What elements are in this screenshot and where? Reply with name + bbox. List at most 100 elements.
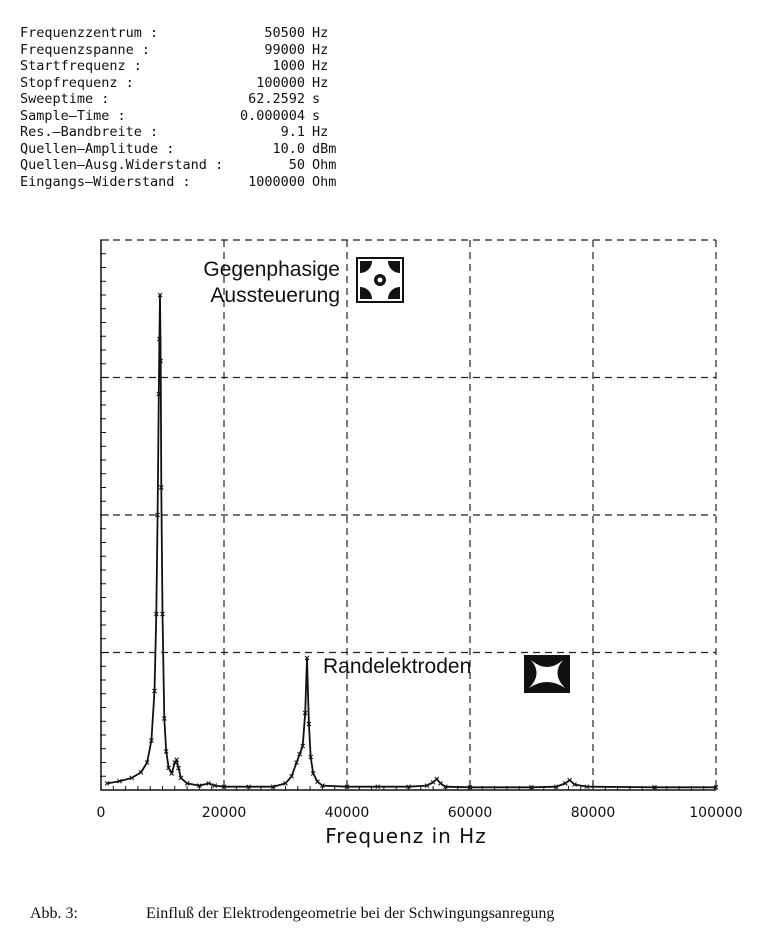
data-point-stroke — [138, 770, 144, 775]
annotation-label: Aussteuerung — [210, 284, 340, 307]
data-point-stroke — [178, 775, 184, 781]
x-tick-label: 0 — [97, 805, 106, 821]
data-point — [157, 292, 163, 298]
data-point — [158, 358, 164, 364]
x-tick-label: 20000 — [202, 805, 247, 821]
parameter-value: 1000000 — [248, 173, 305, 190]
data-point — [300, 743, 306, 749]
data-point-stroke — [300, 743, 306, 749]
data-point — [572, 782, 577, 787]
parameter-row: Frequenzzentrum : 50500 Hz — [20, 25, 365, 42]
data-point-stroke — [553, 784, 559, 790]
parameter-label: Frequenzzentrum : — [20, 25, 159, 41]
caption-label: Abb. 3: — [30, 905, 78, 922]
x-tick-label: 60000 — [448, 805, 493, 821]
data-point-stroke — [306, 721, 312, 727]
data-point-stroke — [149, 738, 154, 743]
x-tick-label: 80000 — [571, 805, 616, 821]
data-point — [302, 710, 308, 716]
data-point-stroke — [283, 781, 288, 786]
data-point-stroke — [152, 688, 157, 694]
data-point-stroke — [157, 292, 163, 298]
parameter-unit: Hz — [312, 25, 329, 41]
annotations: Gegenphasige Aussteuerung Randelektroden — [203, 257, 570, 693]
data-point-stroke — [443, 784, 448, 790]
parameter-row: Frequenzspanne : 99000 Hz — [20, 42, 365, 59]
parameter-unit: s — [312, 107, 321, 124]
data-point — [375, 784, 381, 790]
data-point — [138, 770, 144, 775]
data-point — [156, 391, 162, 397]
parameter-unit: s — [312, 91, 321, 107]
data-point — [246, 784, 251, 790]
parameter-value: 10.0 — [272, 140, 305, 157]
data-point-stroke — [158, 358, 164, 364]
chart-grid — [101, 239, 717, 790]
parameter-row: Sweeptime : 62.2592 s — [20, 91, 365, 108]
data-point-stroke — [212, 783, 218, 788]
data-point-stroke — [270, 784, 276, 790]
parameter-unit: Hz — [312, 74, 329, 91]
data-point-stroke — [155, 512, 160, 518]
x-axis-label: Frequenz in Hz — [325, 824, 486, 848]
annotation-label: Gegenphasige — [203, 258, 340, 281]
data-point — [652, 784, 657, 790]
x-tick-label: 40000 — [325, 805, 370, 821]
data-point — [174, 757, 179, 763]
data-point-stroke — [158, 485, 164, 490]
data-point-stroke — [289, 773, 295, 779]
data-point — [438, 781, 443, 786]
parameter-row: Sample–Time : 0.000004 s — [20, 108, 365, 125]
data-point-stroke — [302, 710, 308, 716]
data-point — [297, 751, 302, 757]
data-point — [443, 784, 448, 790]
data-point-stroke — [713, 784, 719, 790]
data-point — [157, 336, 162, 342]
data-point-stroke — [144, 760, 150, 765]
series-group — [104, 292, 719, 790]
parameter-value: 99000 — [264, 41, 305, 58]
data-point-stroke — [172, 760, 178, 765]
data-point — [221, 784, 227, 790]
data-point-stroke — [308, 754, 314, 760]
data-point-stroke — [584, 784, 590, 790]
data-point — [562, 781, 568, 786]
icon-quadrant — [360, 287, 372, 299]
parameter-value: 100000 — [256, 74, 305, 91]
parameter-unit: Hz — [312, 58, 329, 74]
data-point — [166, 765, 172, 771]
data-point — [713, 784, 719, 790]
data-point — [289, 773, 295, 779]
data-point — [169, 771, 175, 776]
data-point-stroke — [206, 781, 211, 786]
electrode-antiphase-icon — [356, 257, 404, 303]
data-point — [270, 784, 276, 790]
parameter-label: Stopfrequenz : — [20, 74, 134, 91]
parameter-label: Startfrequenz : — [20, 58, 142, 74]
data-point — [161, 716, 167, 721]
data-point-stroke — [467, 784, 473, 790]
data-point — [149, 738, 154, 743]
data-point — [315, 779, 320, 785]
data-point-stroke — [176, 765, 181, 771]
x-tick-label: 100000 — [689, 805, 742, 821]
parameter-label: Frequenzspanne : — [20, 41, 151, 58]
parameter-value: 9.1 — [280, 124, 305, 140]
x-axis-tick-labels: 0 20000 40000 60000 80000 100000 — [97, 805, 743, 821]
data-point-stroke — [104, 781, 110, 786]
data-point — [206, 781, 211, 786]
data-point — [320, 783, 325, 788]
data-point — [158, 485, 164, 490]
parameter-row: Res.–Bandbreite : 9.1 Hz — [20, 124, 365, 141]
data-point — [567, 777, 572, 783]
data-point-stroke — [424, 783, 430, 788]
parameter-label: Sample–Time : — [20, 107, 126, 124]
data-point-stroke — [315, 779, 320, 785]
data-point — [117, 778, 122, 784]
data-point-stroke — [310, 771, 316, 776]
data-point-stroke — [197, 783, 202, 788]
data-point — [129, 775, 135, 781]
parameter-label: Sweeptime : — [20, 91, 110, 107]
data-point-stroke — [129, 775, 135, 781]
data-point — [163, 749, 169, 754]
